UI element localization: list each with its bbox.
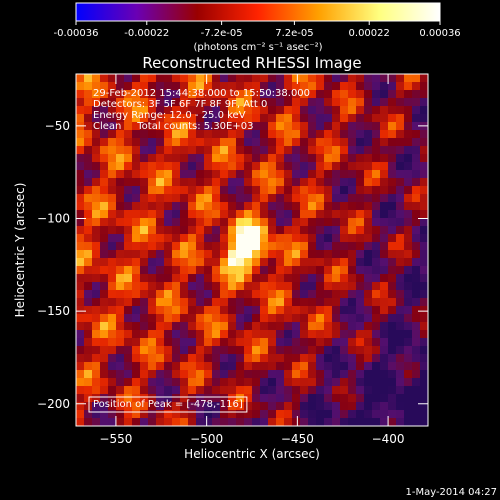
colorbar-tick-label: -7.2e-05: [201, 28, 243, 39]
colorbar-tick-label: 7.2e-05: [275, 28, 313, 39]
plot-frame: [75, 73, 429, 427]
x-tick-label: −550: [99, 432, 132, 446]
info-line-energy: Energy Range: 12.0 - 25.0 keV: [93, 110, 246, 121]
y-tick-label: −50: [45, 119, 70, 133]
colorbar-ticks: -0.00036 -0.00022 -7.2e-05 7.2e-05 0.00022 0.…: [54, 21, 461, 39]
footer-date: 1-May-2014 04:27: [405, 487, 497, 498]
info-line-time: 29-Feb-2012 15:44:38.000 to 15:50:38.000: [93, 88, 310, 99]
x-axis-label: Heliocentric X (arcsec): [184, 447, 320, 461]
x-tick-label: −500: [190, 432, 223, 446]
y-tick-label: −200: [37, 397, 70, 411]
chart-title: Reconstructed RHESSI Image: [142, 54, 361, 72]
colorbar-tick-label: 0.00036: [419, 28, 460, 39]
x-tick-label: −400: [372, 432, 405, 446]
heatmap-image: [76, 74, 428, 426]
colorbar-gradient: [75, 2, 441, 22]
axis-ticks: −550 −500 −450 −400 −50 −100 −150 −200: [37, 74, 428, 446]
colorbar-unit-label: (photons cm⁻² s⁻¹ asec⁻²): [193, 42, 322, 53]
peak-position-label: Position of Peak = [-478,-116]: [93, 399, 243, 410]
y-tick-label: −150: [37, 304, 70, 318]
colorbar: -0.00036 -0.00022 -7.2e-05 7.2e-05 0.00022 0.…: [54, 2, 461, 53]
colorbar-tick-label: -0.00036: [54, 28, 99, 39]
info-line-detectors: Detectors: 3F 5F 6F 7F 8F 9F, Att 0: [93, 99, 267, 110]
y-axis-label: Heliocentric Y (arcsec): [13, 183, 27, 318]
x-tick-label: −450: [281, 432, 314, 446]
colorbar-tick-label: -0.00022: [124, 28, 169, 39]
info-text-block: 29-Feb-2012 15:44:38.000 to 15:50:38.000…: [93, 88, 310, 132]
y-tick-label: −100: [37, 212, 70, 226]
peak-label-box: [88, 396, 248, 413]
colorbar-tick-label: 0.00022: [349, 28, 390, 39]
info-line-counts: Clean Total counts: 5.30E+03: [93, 121, 253, 132]
